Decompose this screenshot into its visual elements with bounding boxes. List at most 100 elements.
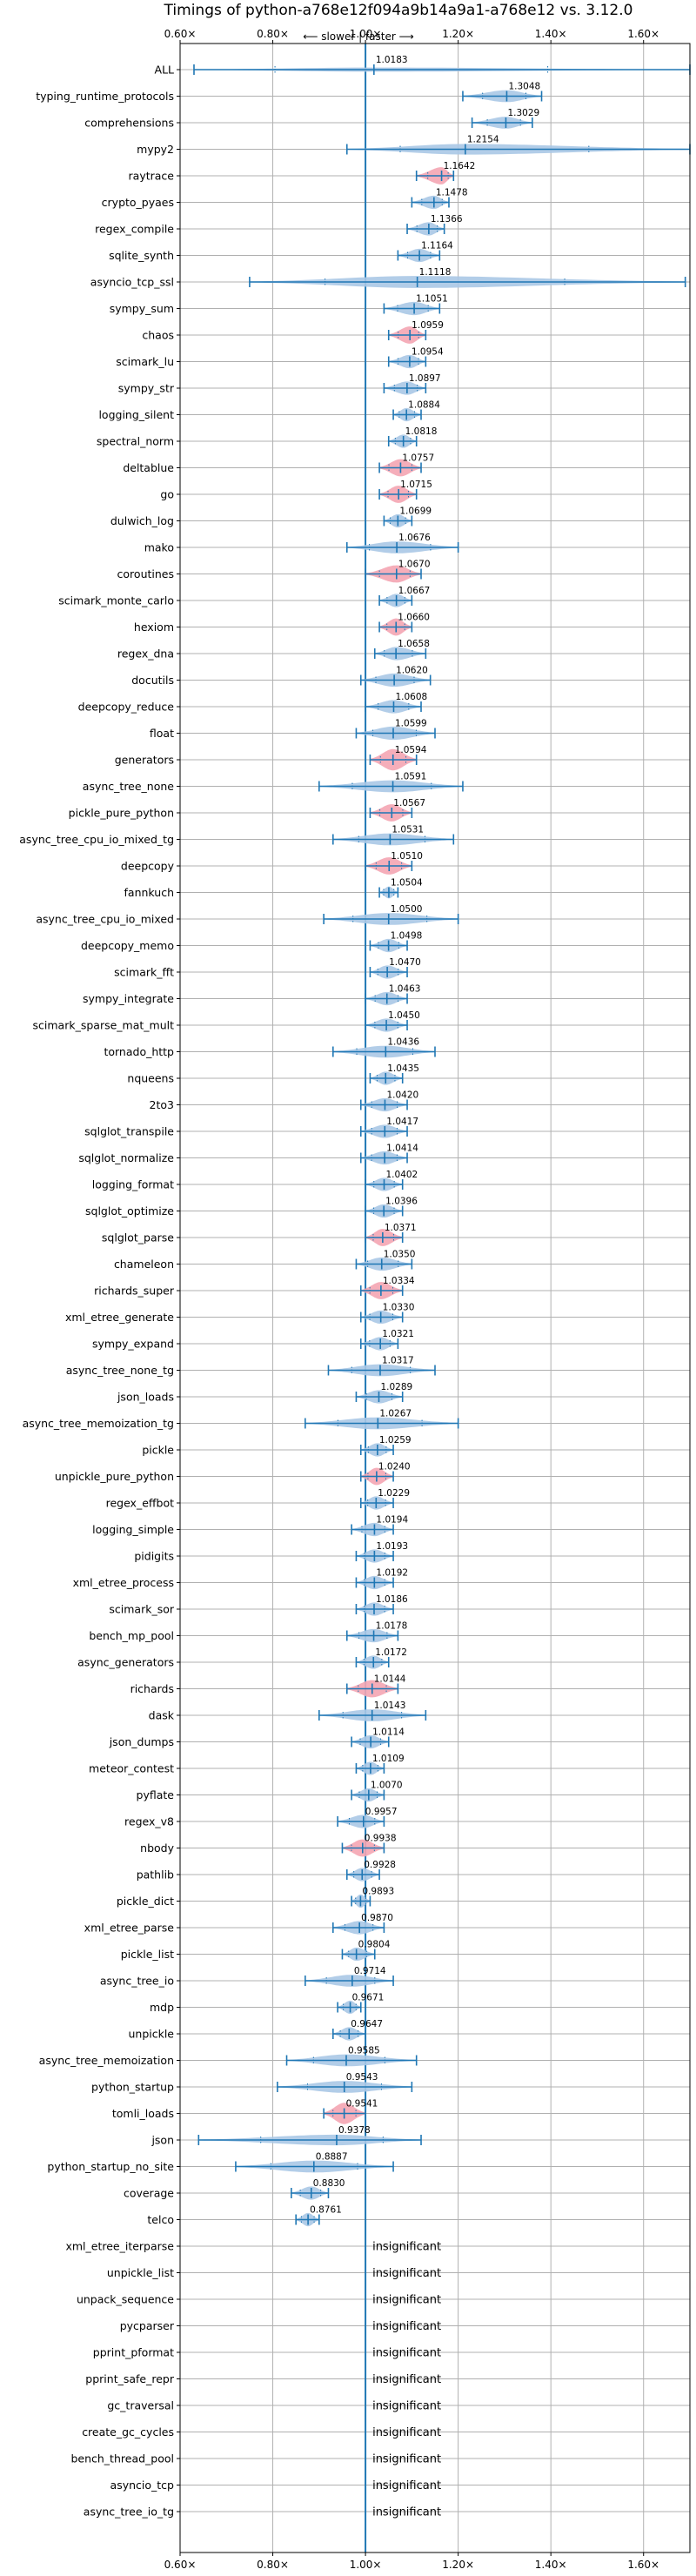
category-label: mdp — [150, 2001, 174, 2014]
x-tick-label-top: 0.80× — [257, 28, 289, 40]
x-tick-label-top: 0.60× — [164, 28, 197, 40]
label-layer: ALL typing_runtime_protocols comprehension… — [19, 55, 540, 2519]
value-label: 0.9671 — [352, 1993, 385, 2003]
value-label: 0.9541 — [346, 2099, 378, 2110]
value-label: 1.0420 — [386, 1090, 418, 1101]
value-label: 1.0954 — [412, 347, 444, 358]
insignificant-label: insignificant — [372, 2267, 441, 2280]
chart-title: Timings of python-a768e12f094a9b14a9a1-a… — [164, 2, 633, 19]
value-label: 1.0504 — [391, 878, 423, 889]
category-label: json — [151, 2134, 174, 2147]
value-label: 1.0498 — [391, 931, 423, 942]
value-label: 1.0070 — [371, 1781, 403, 1791]
value-label: 1.0144 — [374, 1674, 406, 1685]
category-label: pathlib — [137, 1868, 174, 1882]
insignificant-label: insignificant — [372, 2241, 441, 2254]
value-label: 1.0699 — [399, 506, 432, 517]
category-label: sqlglot_parse — [102, 1231, 174, 1244]
insignificant-label: insignificant — [372, 2373, 441, 2386]
value-label: 0.9804 — [358, 1940, 391, 1950]
value-label: 1.0591 — [395, 772, 427, 782]
category-label: regex_dna — [117, 647, 174, 661]
value-label: 1.1118 — [419, 267, 452, 278]
category-label: pickle — [142, 1444, 174, 1457]
category-label: bench_mp_pool — [89, 1629, 174, 1642]
category-label: bench_thread_pool — [70, 2452, 174, 2465]
value-label: 0.9714 — [354, 1966, 386, 1976]
value-label: 0.8887 — [316, 2152, 348, 2163]
category-label: sqlite_synth — [109, 249, 174, 262]
category-label: scimark_lu — [116, 355, 174, 368]
category-label: ALL — [155, 64, 175, 77]
value-label: 1.0259 — [379, 1435, 412, 1446]
category-label: unpickle — [128, 2028, 174, 2041]
category-label: chameleon — [114, 1258, 174, 1271]
category-label: xml_etree_iterparse — [65, 2240, 174, 2253]
value-label: 1.0289 — [380, 1382, 412, 1392]
category-label: create_gc_cycles — [82, 2425, 174, 2438]
category-label: pickle_pure_python — [69, 807, 174, 820]
direction-label: ⟵ slower | faster ⟶ — [303, 30, 414, 43]
category-label: logging_simple — [92, 1523, 174, 1536]
category-label: json_dumps — [109, 1735, 174, 1748]
category-label: float — [150, 727, 174, 740]
value-label: 1.0114 — [372, 1727, 405, 1738]
category-label: pyflate — [137, 1788, 175, 1801]
value-label: 1.1051 — [416, 294, 448, 305]
value-label: 1.0608 — [395, 692, 427, 702]
value-label: 1.0178 — [376, 1621, 408, 1632]
value-label: 0.9585 — [348, 2046, 380, 2056]
x-tick-label-top: 1.20× — [442, 28, 474, 40]
category-label: pickle_list — [121, 1948, 174, 1961]
category-label: sqlglot_optimize — [85, 1204, 174, 1218]
value-label: 1.0818 — [405, 426, 438, 437]
category-label: deepcopy — [121, 860, 175, 873]
value-label: 1.0371 — [385, 1223, 417, 1233]
value-label: 1.0470 — [389, 957, 421, 968]
category-label: python_startup — [91, 2081, 174, 2094]
insignificant-label: insignificant — [372, 2320, 441, 2333]
category-label: async_tree_cpu_io_mixed_tg — [19, 833, 174, 846]
x-tick-label-bottom: 1.00× — [350, 2559, 382, 2571]
category-label: generators — [115, 754, 174, 767]
category-label: chaos — [142, 329, 174, 342]
violin-layer — [193, 64, 691, 2227]
category-label: unpickle_pure_python — [55, 1470, 174, 1483]
category-label: tornado_http — [104, 1045, 174, 1058]
insignificant-label: insignificant — [372, 2479, 441, 2492]
category-label: logging_silent — [98, 408, 174, 421]
value-label: 1.0334 — [383, 1276, 415, 1286]
category-label: pidigits — [134, 1550, 174, 1563]
value-label: 1.3029 — [507, 108, 539, 118]
category-label: hexiom — [134, 621, 174, 634]
category-label: deltablue — [123, 461, 174, 474]
value-label: 1.0267 — [379, 1409, 412, 1419]
value-label: 1.0436 — [387, 1037, 419, 1048]
category-label: unpickle_list — [107, 2266, 174, 2279]
category-label: unpack_sequence — [77, 2293, 174, 2306]
value-label: 1.0192 — [376, 1568, 408, 1579]
value-label: 1.0229 — [378, 1488, 410, 1499]
value-label: 1.0194 — [376, 1515, 408, 1526]
value-label: 0.9378 — [338, 2125, 371, 2136]
value-label: 1.1164 — [421, 241, 453, 252]
category-label: scimark_fft — [114, 966, 174, 979]
category-label: xml_etree_parse — [84, 1922, 175, 1935]
value-label: 1.0330 — [383, 1303, 415, 1313]
value-label: 1.0531 — [392, 825, 424, 835]
category-label: xml_etree_generate — [65, 1311, 174, 1324]
insignificant-label: insignificant — [372, 2294, 441, 2307]
category-label: sympy_expand — [92, 1338, 174, 1351]
value-label: 1.0567 — [393, 798, 425, 808]
category-label: pycparser — [120, 2319, 175, 2332]
value-label: 1.0594 — [395, 745, 427, 755]
x-tick-label-bottom: 1.40× — [535, 2559, 567, 2571]
value-label: 0.9957 — [365, 1807, 398, 1817]
insignificant-label: insignificant — [372, 2426, 441, 2439]
category-label: regex_compile — [95, 223, 174, 236]
value-label: 1.0317 — [382, 1356, 414, 1366]
category-label: typing_runtime_protocols — [36, 90, 174, 103]
value-label: 1.3048 — [508, 82, 540, 92]
insignificant-label: insignificant — [372, 2400, 441, 2413]
category-label: dulwich_log — [110, 514, 174, 527]
